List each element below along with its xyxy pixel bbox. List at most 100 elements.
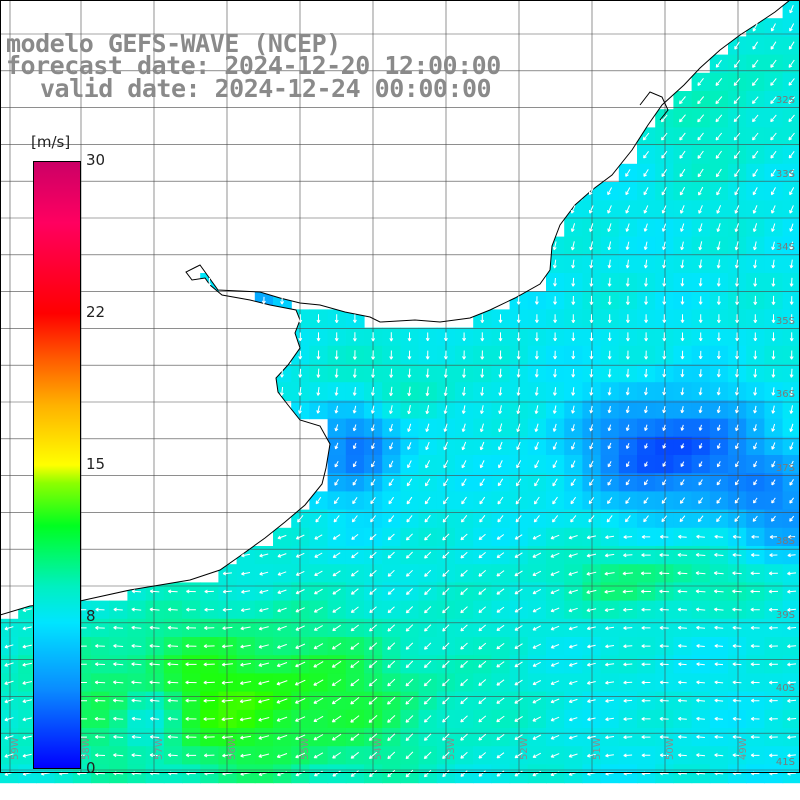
wind-arrow — [732, 571, 742, 576]
wind-arrow — [259, 553, 269, 558]
wind-arrow — [768, 662, 778, 667]
wind-arrow — [659, 753, 669, 758]
wind-arrow — [534, 368, 539, 378]
wind-arrow — [425, 460, 431, 469]
wind-arrow — [276, 716, 288, 722]
wind-arrow — [716, 443, 721, 449]
wind-arrow — [240, 644, 251, 649]
wind-arrow — [405, 715, 414, 723]
wind-arrow — [276, 734, 288, 740]
wind-arrow — [514, 570, 523, 577]
wind-arrow — [514, 552, 523, 558]
wind-arrow — [716, 424, 721, 431]
wind-arrow — [462, 368, 466, 378]
wind-arrow — [389, 460, 394, 468]
wind-arrow — [732, 698, 742, 703]
wind-arrow — [113, 662, 124, 667]
wind-arrow — [298, 314, 303, 324]
wind-arrow — [680, 350, 685, 360]
wind-arrow — [534, 441, 539, 451]
wind-arrow — [351, 515, 358, 523]
wind-arrow — [443, 460, 449, 469]
wind-arrow — [388, 478, 394, 487]
wind-arrow — [550, 662, 560, 667]
wind-arrow — [716, 405, 721, 414]
wind-arrow — [753, 405, 757, 414]
wind-arrow — [734, 387, 739, 396]
wind-arrow — [516, 332, 521, 342]
wind-arrow — [532, 552, 542, 558]
wind-arrow — [553, 368, 557, 378]
wind-arrow — [571, 405, 575, 414]
wind-arrow — [771, 350, 776, 360]
wind-arrow — [644, 350, 649, 360]
wind-arrow — [789, 350, 794, 360]
wind-arrow — [131, 625, 142, 630]
wind-arrow — [586, 589, 597, 594]
wind-arrow — [644, 405, 648, 414]
wind-arrow — [94, 716, 106, 721]
wind-arrow — [789, 368, 794, 378]
wind-arrow — [532, 734, 542, 740]
wind-arrow — [770, 59, 777, 68]
wind-arrow — [149, 643, 160, 648]
wind-arrow — [571, 368, 576, 378]
wind-arrow — [698, 296, 703, 305]
wind-arrow — [716, 497, 722, 504]
wind-arrow — [552, 423, 557, 432]
wind-arrow — [714, 607, 724, 612]
wind-arrow — [276, 662, 288, 668]
wind-arrow — [735, 424, 739, 432]
wind-arrow — [714, 552, 724, 557]
wind-arrow — [771, 497, 776, 504]
wind-arrow — [461, 496, 467, 505]
wind-arrow — [678, 644, 687, 648]
wind-arrow — [149, 698, 160, 703]
wind-arrow — [460, 715, 468, 723]
wind-arrow — [641, 607, 651, 612]
wind-arrow — [640, 589, 651, 594]
wind-arrow — [586, 735, 596, 740]
wind-arrow — [623, 680, 633, 685]
wind-arrow — [22, 735, 32, 740]
wind-arrow — [534, 387, 539, 396]
wind-arrow — [352, 405, 357, 414]
wind-arrow — [276, 753, 288, 759]
wind-arrow — [697, 132, 704, 141]
wind-arrow — [680, 205, 685, 214]
wind-arrow — [678, 662, 687, 667]
wind-arrow — [131, 734, 142, 739]
wind-arrow — [716, 295, 721, 305]
wind-arrow — [571, 295, 576, 305]
wind-arrow — [298, 386, 303, 396]
wind-arrow — [587, 699, 596, 703]
wind-arrow — [479, 496, 486, 505]
wind-arrow — [735, 295, 740, 305]
wind-arrow — [716, 241, 721, 251]
wind-arrow — [534, 350, 539, 360]
wind-arrow — [680, 461, 685, 468]
wind-arrow — [94, 753, 106, 758]
wind-arrow — [369, 570, 377, 577]
wind-arrow — [532, 588, 542, 595]
wind-arrow — [496, 588, 505, 595]
wind-arrow — [788, 114, 795, 123]
wind-arrow — [607, 461, 612, 468]
wind-arrow — [753, 460, 758, 468]
wind-arrow — [622, 571, 633, 576]
wind-arrow — [787, 662, 797, 667]
wind-arrow — [331, 642, 342, 650]
wind-arrow — [332, 588, 341, 595]
wind-arrow — [167, 643, 179, 648]
wind-arrow — [478, 588, 487, 595]
wind-arrow — [661, 132, 668, 141]
wind-arrow — [787, 644, 797, 649]
wind-arrow — [696, 662, 705, 667]
wind-arrow — [185, 753, 197, 758]
wind-arrow — [332, 624, 341, 632]
wind-arrow — [714, 680, 724, 685]
wind-arrow — [316, 332, 321, 342]
wind-arrow — [716, 387, 721, 396]
wind-arrow — [788, 151, 795, 159]
wind-arrow — [698, 314, 703, 323]
